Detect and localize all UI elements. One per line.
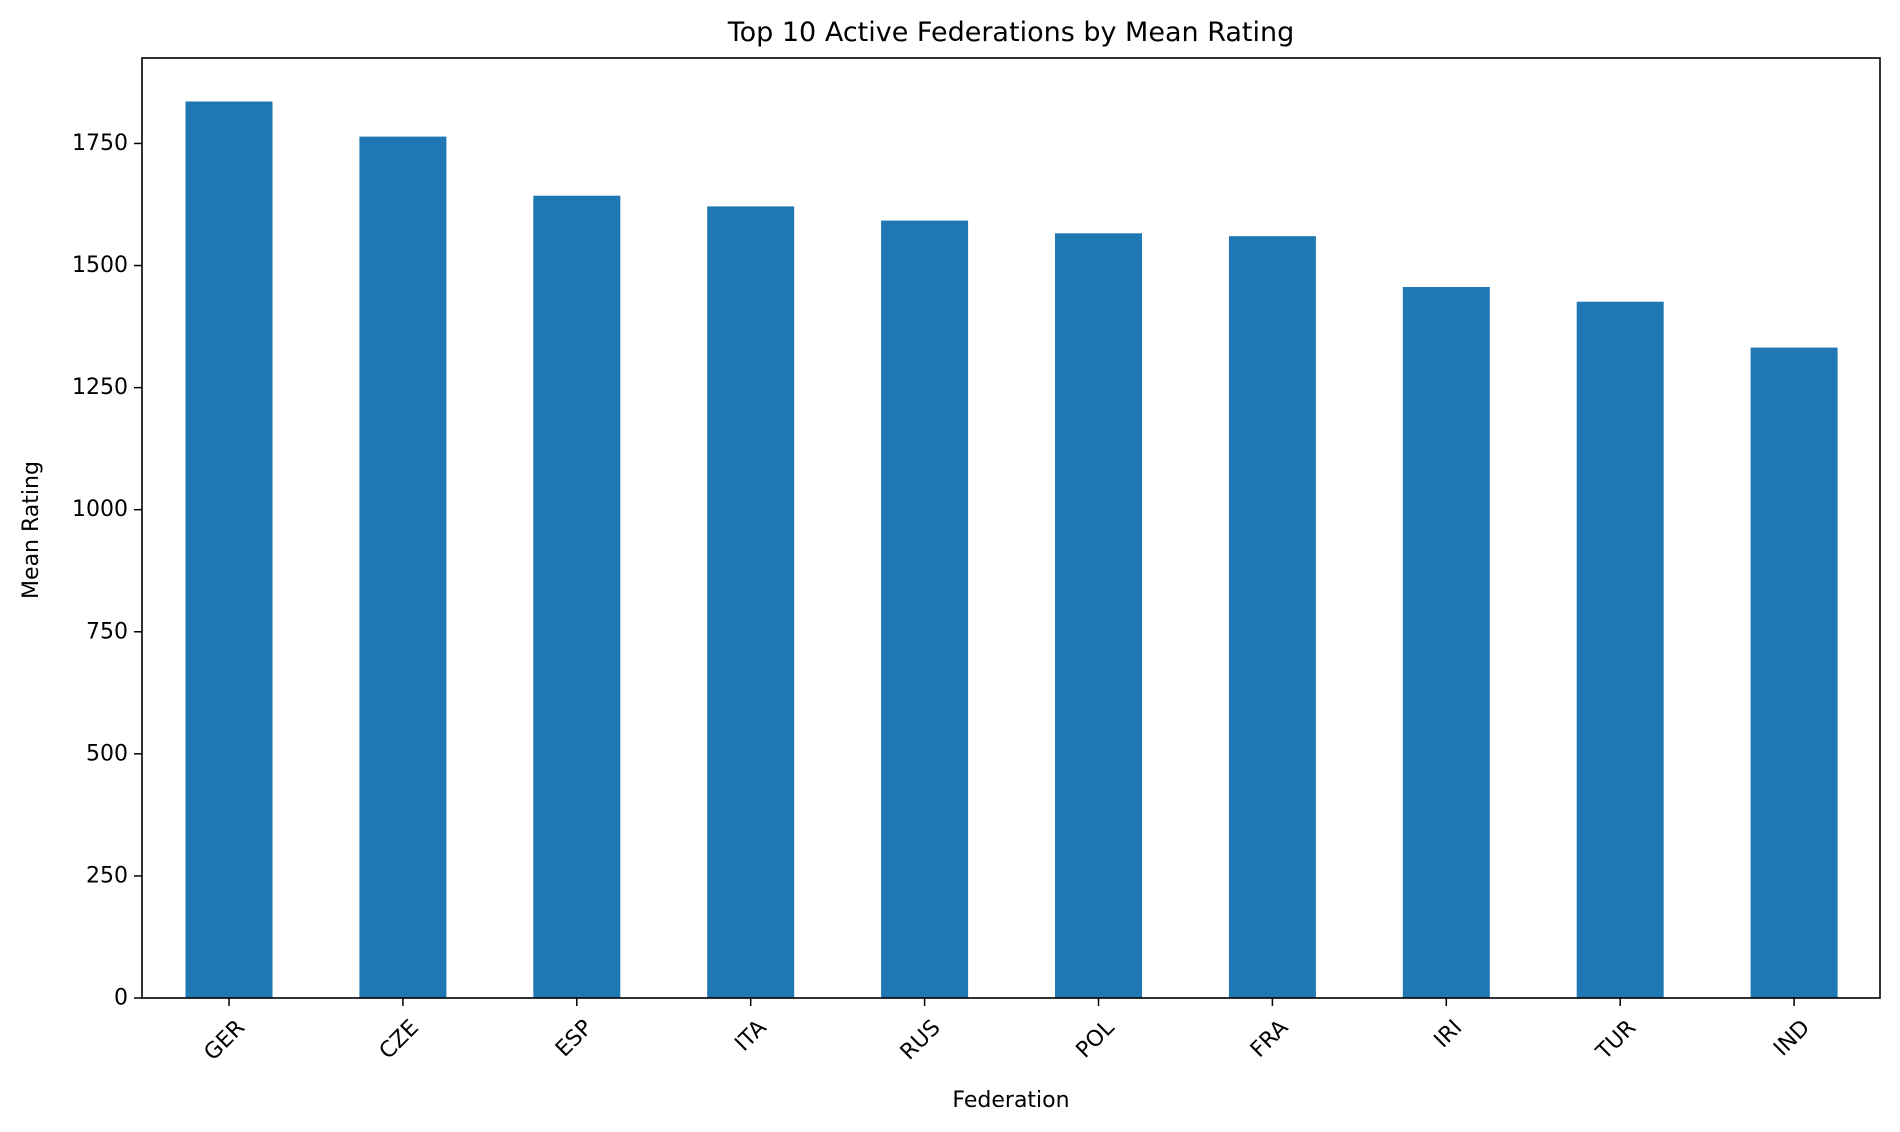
bar-pol [1055, 233, 1142, 999]
y-tick-label-1250: 1250 [72, 375, 128, 400]
x-axis-label: Federation [952, 1088, 1069, 1113]
bar-fra [1228, 236, 1316, 998]
y-axis-label: Mean Rating [19, 461, 44, 599]
bar-rus [881, 220, 969, 999]
bar-cze [359, 136, 447, 999]
bar-esp [533, 195, 621, 998]
y-tick-label-250: 250 [86, 863, 128, 888]
bars-layer [185, 101, 1838, 999]
y-tick-label-1500: 1500 [72, 253, 128, 278]
y-tick-label-1000: 1000 [72, 497, 128, 522]
chart-title: Top 10 Active Federations by Mean Rating [727, 17, 1295, 48]
y-tick-label-500: 500 [86, 741, 128, 766]
plot-frame [141, 57, 1881, 999]
y-tick-label-1750: 1750 [72, 131, 128, 156]
y-tick-label-0: 0 [114, 986, 128, 1011]
bar-ger [185, 101, 273, 998]
bar-ind [1750, 347, 1838, 999]
y-tick-label-750: 750 [86, 619, 128, 644]
bar-tur [1576, 301, 1664, 998]
bar-ita [707, 206, 795, 998]
bar-iri [1402, 287, 1490, 998]
